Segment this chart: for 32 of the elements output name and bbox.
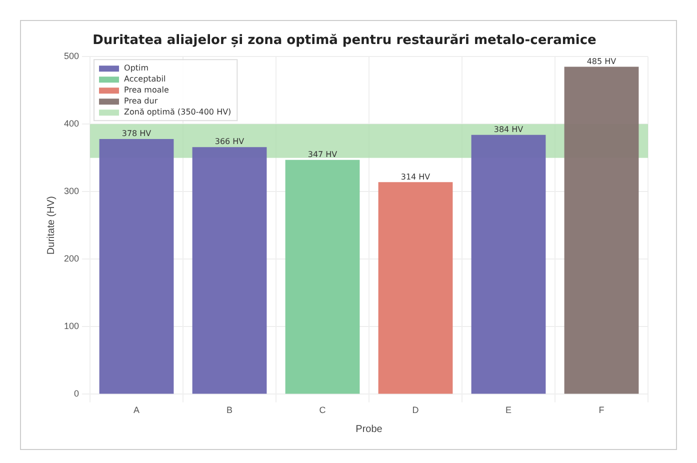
legend-label: Acceptabil bbox=[124, 74, 166, 84]
y-tick-label: 0 bbox=[74, 388, 80, 399]
bar bbox=[192, 147, 267, 394]
bar bbox=[99, 138, 174, 394]
x-axis-title: Probe bbox=[356, 424, 383, 435]
y-axis-title: Duritate (HV) bbox=[46, 196, 57, 255]
x-tick-label: E bbox=[505, 405, 512, 416]
x-tick-label: A bbox=[134, 405, 140, 416]
bar bbox=[564, 66, 639, 394]
data-label: 366 HV bbox=[214, 137, 245, 146]
legend-label: Zonă optimă (350-400 HV) bbox=[124, 108, 232, 117]
data-label: 485 HV bbox=[586, 56, 617, 66]
legend-label: Optim bbox=[124, 64, 149, 73]
y-tick-label: 200 bbox=[64, 254, 80, 264]
x-tick-label: B bbox=[226, 405, 233, 416]
x-tick-label: D bbox=[412, 405, 420, 416]
data-label: 314 HV bbox=[400, 172, 431, 182]
y-tick-label: 300 bbox=[64, 186, 80, 196]
bar bbox=[378, 182, 453, 394]
data-label: 378 HV bbox=[122, 129, 152, 138]
data-label: 384 HV bbox=[494, 125, 524, 134]
x-tick-label: F bbox=[598, 405, 605, 416]
chart-title: Duritatea aliajelor și zona optimă pentru restaurări metalo-ceramice bbox=[92, 33, 597, 48]
y-tick-label: 100 bbox=[64, 321, 80, 332]
bar bbox=[285, 160, 360, 394]
y-tick-label: 400 bbox=[64, 118, 80, 129]
x-tick-label: C bbox=[319, 405, 326, 416]
y-tick-label: 500 bbox=[64, 51, 80, 62]
bar bbox=[471, 134, 546, 394]
legend-label: Prea moale bbox=[124, 86, 169, 95]
legend-label: Prea dur bbox=[124, 96, 158, 106]
data-label: 347 HV bbox=[308, 150, 338, 159]
